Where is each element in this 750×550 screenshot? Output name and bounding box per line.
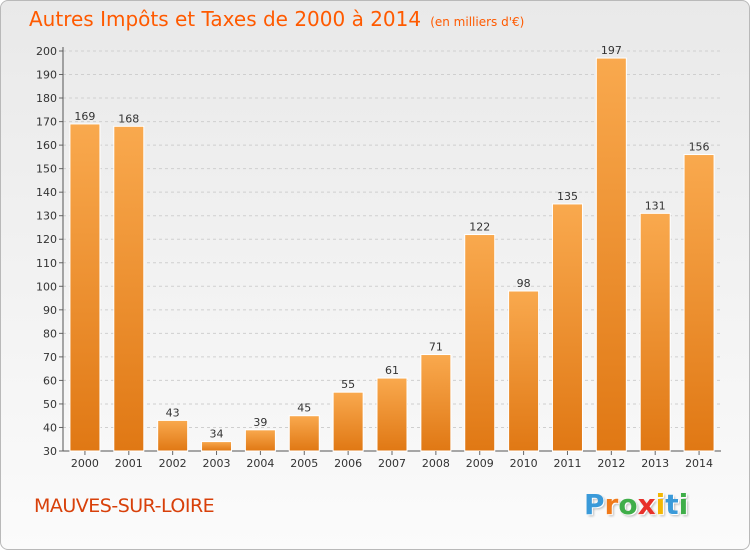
bar-2008 bbox=[420, 354, 452, 452]
bar-2014 bbox=[683, 154, 715, 452]
y-tick-label: 60 bbox=[43, 374, 57, 387]
x-tick-label-2012: 2012 bbox=[597, 457, 625, 470]
logo-letter: o bbox=[618, 488, 638, 521]
x-tick-label-2000: 2000 bbox=[71, 457, 99, 470]
data-label-2000: 169 bbox=[74, 110, 95, 123]
y-tick-label: 30 bbox=[43, 445, 57, 458]
x-tick-label-2008: 2008 bbox=[422, 457, 450, 470]
chart-title: Autres Impôts et Taxes de 2000 à 2014 (e… bbox=[29, 7, 524, 31]
x-tick-label-2003: 2003 bbox=[203, 457, 231, 470]
bar-2012 bbox=[595, 57, 627, 452]
x-tick-label-2009: 2009 bbox=[466, 457, 494, 470]
data-label-2006: 55 bbox=[341, 378, 355, 391]
bar-2000 bbox=[69, 123, 101, 452]
x-tick-label-2004: 2004 bbox=[246, 457, 274, 470]
y-tick-label: 130 bbox=[36, 210, 57, 223]
logo-letter: x bbox=[637, 488, 656, 521]
bar-2004 bbox=[244, 429, 276, 452]
x-tick-label-2005: 2005 bbox=[290, 457, 318, 470]
data-label-2011: 135 bbox=[557, 190, 578, 203]
y-tick-label: 100 bbox=[36, 280, 57, 293]
x-tick-label-2010: 2010 bbox=[510, 457, 538, 470]
proxiti-logo: Proxiti bbox=[584, 488, 688, 521]
logo-letter: P bbox=[584, 488, 605, 521]
x-tick-label-2001: 2001 bbox=[115, 457, 143, 470]
bar-2009 bbox=[464, 234, 496, 452]
bar-2007 bbox=[376, 377, 408, 452]
x-tick-label-2013: 2013 bbox=[641, 457, 669, 470]
data-label-2001: 168 bbox=[118, 112, 139, 125]
data-label-2005: 45 bbox=[297, 402, 311, 415]
x-tick-label-2002: 2002 bbox=[159, 457, 187, 470]
bar-2013 bbox=[639, 212, 671, 452]
bar-2005 bbox=[288, 415, 320, 452]
logo-letter: i bbox=[655, 488, 666, 521]
y-tick-label: 70 bbox=[43, 351, 57, 364]
data-label-2004: 39 bbox=[253, 416, 267, 429]
data-label-2002: 43 bbox=[166, 406, 180, 419]
y-tick-label: 170 bbox=[36, 116, 57, 129]
data-label-2003: 34 bbox=[210, 428, 224, 441]
logo-letter: t bbox=[665, 488, 679, 521]
data-label-2008: 71 bbox=[429, 341, 443, 354]
y-tick-label: 110 bbox=[36, 257, 57, 270]
y-tick-label: 190 bbox=[36, 69, 57, 82]
y-tick-label: 80 bbox=[43, 327, 57, 340]
bar-2010 bbox=[508, 290, 540, 452]
y-tick-label: 150 bbox=[36, 163, 57, 176]
logo-letter: r bbox=[604, 488, 619, 521]
commune-name: MAUVES-SUR-LOIRE bbox=[34, 495, 215, 517]
x-tick-label-2014: 2014 bbox=[685, 457, 713, 470]
y-tick-label: 200 bbox=[36, 45, 57, 58]
data-label-2013: 131 bbox=[645, 199, 666, 212]
x-tick-label-2007: 2007 bbox=[378, 457, 406, 470]
y-tick-label: 180 bbox=[36, 92, 57, 105]
y-tick-label: 50 bbox=[43, 398, 57, 411]
bar-2002 bbox=[157, 419, 189, 452]
x-tick-label-2011: 2011 bbox=[553, 457, 581, 470]
data-label-2010: 98 bbox=[517, 277, 531, 290]
x-tick-label-2006: 2006 bbox=[334, 457, 362, 470]
data-label-2007: 61 bbox=[385, 364, 399, 377]
bar-2011 bbox=[551, 203, 583, 452]
y-tick-label: 120 bbox=[36, 233, 57, 246]
logo-letter: i bbox=[678, 488, 689, 521]
bar-2001 bbox=[113, 125, 145, 452]
data-label-2014: 156 bbox=[689, 141, 710, 154]
chart-subtitle: (en milliers d'€) bbox=[430, 15, 525, 29]
bar-2003 bbox=[201, 441, 233, 452]
bar-2006 bbox=[332, 391, 364, 452]
data-label-2009: 122 bbox=[469, 221, 490, 234]
data-label-2012: 197 bbox=[601, 44, 622, 57]
y-tick-label: 90 bbox=[43, 304, 57, 317]
chart-title-main: Autres Impôts et Taxes de 2000 à 2014 bbox=[29, 7, 422, 31]
y-tick-label: 160 bbox=[36, 139, 57, 152]
y-tick-label: 40 bbox=[43, 421, 57, 434]
y-tick-label: 140 bbox=[36, 186, 57, 199]
